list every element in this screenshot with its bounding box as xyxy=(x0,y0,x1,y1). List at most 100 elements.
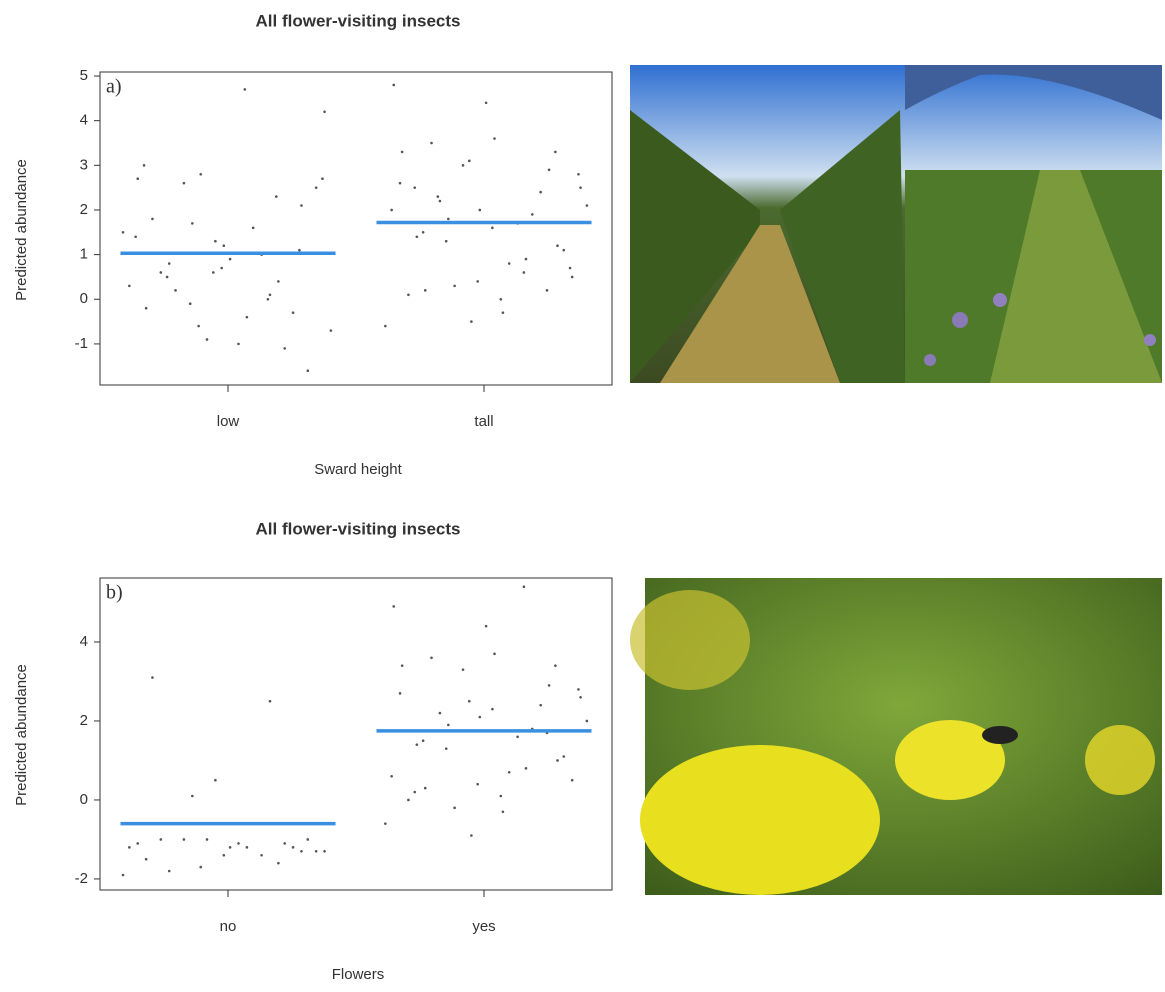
data-point xyxy=(476,280,480,283)
data-point xyxy=(491,226,494,230)
data-point xyxy=(136,177,140,181)
y-tick-label: 0 xyxy=(80,791,88,808)
y-tick-label: 2 xyxy=(80,201,88,218)
data-point xyxy=(421,739,425,743)
data-point xyxy=(461,668,465,671)
data-point xyxy=(556,759,559,762)
data-point xyxy=(484,624,488,628)
data-point xyxy=(539,703,542,707)
data-point xyxy=(478,208,482,212)
data-point xyxy=(413,790,417,794)
data-point xyxy=(423,786,427,790)
data-point xyxy=(585,204,589,207)
data-point xyxy=(539,190,542,194)
data-point xyxy=(283,842,286,845)
data-point xyxy=(547,684,551,687)
data-point xyxy=(461,164,465,167)
data-point xyxy=(493,137,496,140)
data-point xyxy=(167,262,171,265)
data-point xyxy=(182,838,186,841)
data-point xyxy=(478,715,482,719)
y-tick-label: 3 xyxy=(80,156,88,173)
data-point xyxy=(321,177,324,181)
vineyard-photo xyxy=(630,65,1162,383)
data-point xyxy=(562,755,566,758)
data-point xyxy=(159,271,163,274)
data-point xyxy=(306,838,310,841)
data-point xyxy=(144,306,148,310)
data-point xyxy=(577,688,580,691)
data-point xyxy=(568,266,572,270)
data-point xyxy=(579,695,582,699)
data-point xyxy=(522,585,526,588)
data-point xyxy=(499,297,503,301)
x-tick-label: yes xyxy=(472,918,495,935)
data-point xyxy=(577,172,580,176)
data-point xyxy=(562,248,566,252)
data-point xyxy=(121,873,125,877)
data-point xyxy=(266,297,270,301)
data-point xyxy=(390,774,393,778)
data-point xyxy=(413,186,417,189)
data-point xyxy=(524,767,528,770)
data-point xyxy=(291,311,295,314)
data-point xyxy=(228,846,232,849)
data-point xyxy=(470,320,473,323)
data-point xyxy=(298,248,301,252)
data-point xyxy=(415,235,419,239)
data-point xyxy=(447,217,450,221)
data-point xyxy=(128,284,131,288)
data-point xyxy=(392,605,396,608)
data-point xyxy=(447,723,450,727)
plot-frame xyxy=(99,71,613,386)
data-point xyxy=(174,289,177,292)
data-point xyxy=(268,293,272,297)
data-point xyxy=(323,110,326,114)
data-point xyxy=(151,676,154,679)
data-point xyxy=(398,692,402,695)
data-point xyxy=(251,226,255,230)
data-point xyxy=(499,794,503,798)
data-point xyxy=(522,271,526,274)
data-point xyxy=(430,656,433,660)
data-point xyxy=(507,771,511,774)
data-point xyxy=(390,208,393,212)
data-point xyxy=(407,293,410,297)
data-point xyxy=(323,849,326,853)
data-point xyxy=(507,262,511,265)
data-point xyxy=(516,735,519,739)
data-point xyxy=(274,195,278,198)
data-point xyxy=(400,150,404,154)
data-point xyxy=(151,217,154,221)
x-axis-label: Sward height xyxy=(314,461,402,478)
data-point xyxy=(384,324,387,328)
data-point xyxy=(547,168,551,172)
x-tick-label: low xyxy=(217,413,240,430)
chart-title: All flower-visiting insects xyxy=(256,519,461,538)
data-point xyxy=(493,652,496,656)
data-point xyxy=(453,284,456,288)
data-point xyxy=(237,342,240,346)
data-point xyxy=(501,311,505,314)
data-point xyxy=(421,230,425,234)
data-point xyxy=(423,289,427,292)
data-point xyxy=(436,195,440,198)
flower-photo xyxy=(630,578,1162,895)
data-point xyxy=(277,861,280,865)
data-point xyxy=(159,838,163,841)
data-point xyxy=(277,280,280,283)
data-point xyxy=(314,186,318,189)
y-tick-label: 5 xyxy=(80,67,88,84)
data-point xyxy=(191,222,194,225)
data-point xyxy=(243,88,247,91)
data-point xyxy=(444,239,448,243)
data-point xyxy=(121,230,125,234)
data-point xyxy=(214,778,217,782)
data-point xyxy=(329,329,333,332)
data-point xyxy=(476,782,480,786)
data-point xyxy=(501,810,505,814)
data-point xyxy=(136,842,140,845)
data-point xyxy=(260,853,263,857)
data-point xyxy=(228,257,232,261)
